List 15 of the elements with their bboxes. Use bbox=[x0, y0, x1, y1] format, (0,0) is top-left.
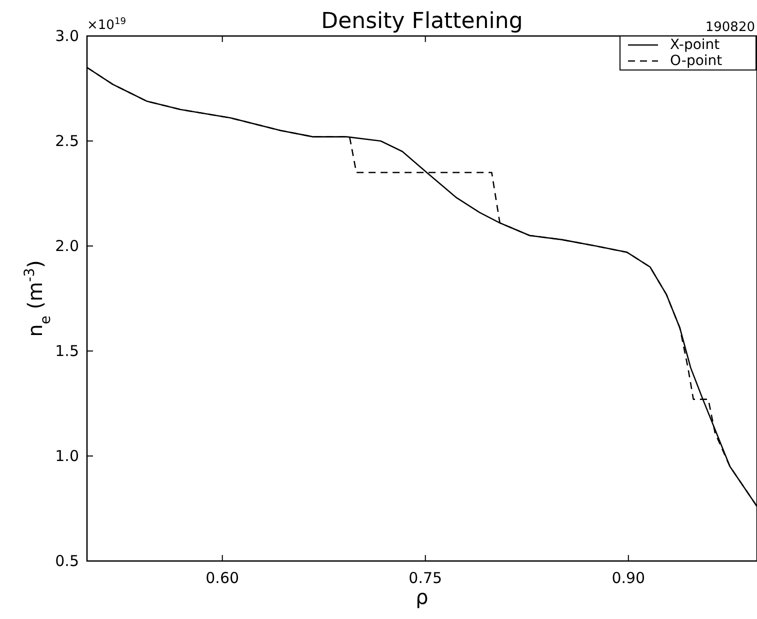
y-tick-label: 3.0 bbox=[55, 27, 79, 45]
chart-title: Density Flattening bbox=[321, 9, 523, 34]
legend-label: X-point bbox=[670, 37, 720, 53]
x-tick-label: 0.60 bbox=[206, 569, 240, 587]
y-tick-label: 2.5 bbox=[55, 132, 79, 150]
y-tick-label: 1.5 bbox=[55, 342, 79, 360]
y-tick-label: 1.0 bbox=[55, 447, 79, 465]
x-axis-title: ρ bbox=[416, 585, 428, 609]
legend-label: O-point bbox=[670, 53, 723, 69]
text: 190820 bbox=[705, 20, 755, 35]
text: ×10$^{19}$ bbox=[87, 17, 126, 33]
y-tick-label: 2.0 bbox=[55, 237, 79, 255]
x-tick-label: 0.90 bbox=[612, 569, 646, 587]
y-tick-label: 0.5 bbox=[55, 552, 79, 570]
x-tick-label: 0.75 bbox=[408, 569, 442, 587]
